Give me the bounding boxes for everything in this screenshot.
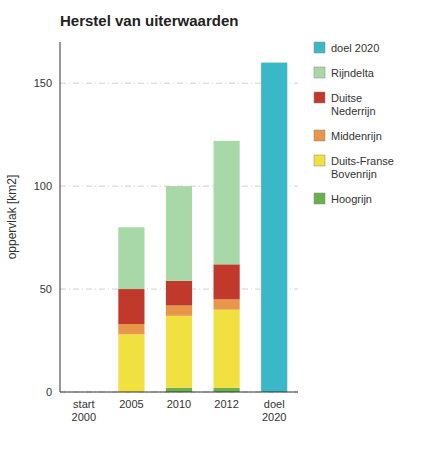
bar-segment: Duitse Nederrijn: 12 xyxy=(166,281,192,306)
bar-segment: Duitse Nederrijn: 17 xyxy=(118,289,144,324)
legend-entry: DuitseNederrijn xyxy=(331,92,376,117)
legend-entry: Middenrijn xyxy=(331,130,382,142)
bar-segment: Middenrijn: 5 xyxy=(118,324,144,334)
text-line: doel 2020 xyxy=(331,42,379,54)
bar-segment: Middenrijn: 5 xyxy=(214,299,240,309)
bar-segment: doel 2020: 0 xyxy=(214,140,240,141)
y-tick-label: 50 xyxy=(40,283,52,295)
y-axis-label: oppervlak [km2] xyxy=(5,175,19,260)
legend-entry: Hoogrijn xyxy=(331,193,372,205)
y-tick-label: 0 xyxy=(46,386,52,398)
text-line: 2005 xyxy=(119,398,143,410)
bar-segment: Hoogrijn: 2 xyxy=(166,388,192,392)
text-line: Hoogrijn xyxy=(331,193,372,205)
legend-swatch xyxy=(314,193,325,204)
text-line: Rijndelta xyxy=(331,67,375,79)
text-line: doel xyxy=(264,398,285,410)
legend-entry: Duits-FranseBovenrijn xyxy=(331,155,394,180)
title: Herstel van uiterwaarden xyxy=(60,12,238,29)
x-tick-label: 2012 xyxy=(214,398,238,410)
x-tick-label: start2000 xyxy=(72,398,96,423)
bars: Hoogrijn: 0Hoogrijn: 0Hoogrijn: 2Hoogrij… xyxy=(118,63,287,392)
x-tick-label: doel2020 xyxy=(262,398,286,423)
y-tick-label: 100 xyxy=(34,180,52,192)
text-line: Bovenrijn xyxy=(331,168,377,180)
bar-segment: Duits-Franse Bovenrijn: 28 xyxy=(118,334,144,392)
text-line: 2010 xyxy=(167,398,191,410)
y-tick-label: 150 xyxy=(34,77,52,89)
legend-swatch xyxy=(314,67,325,78)
bar-segment: Rijndelta: 30 xyxy=(118,227,144,289)
bar-segment: Middenrijn: 5 xyxy=(166,306,192,316)
legend-entry: doel 2020 xyxy=(331,42,379,54)
text-line: Middenrijn xyxy=(331,130,382,142)
bar-segment: Rijndelta: 46 xyxy=(166,186,192,281)
x-axis-line xyxy=(60,392,298,393)
bar-segment: Rijndelta: 60 xyxy=(214,141,240,265)
text-line: Duitse xyxy=(331,92,362,104)
legend-entry: Rijndelta xyxy=(331,67,375,79)
legend-swatch xyxy=(314,92,325,103)
bar-segment: Duits-Franse Bovenrijn: 38 xyxy=(214,310,240,388)
text-line: start xyxy=(73,398,94,410)
x-tick-label: 2010 xyxy=(167,398,191,410)
y-axis-line xyxy=(60,42,61,392)
text-line: 2020 xyxy=(262,411,286,423)
grid-line xyxy=(60,392,298,393)
chart: 0 50 100 150 Hoogrijn: 0Hoogrijn: 0Hoogrijn:… xyxy=(0,0,440,451)
legend-swatch xyxy=(314,130,325,141)
text-line: 2012 xyxy=(214,398,238,410)
bar-segment: Duitse Nederrijn: 17 xyxy=(214,264,240,299)
bar-segment: doel 2020: 0 xyxy=(166,186,192,187)
text-line: Duits-Franse xyxy=(331,155,394,167)
x-tick-label: 2005 xyxy=(119,398,143,410)
legend-swatch xyxy=(314,42,325,53)
legend: doel 2020 Rijndelta DuitseNederrijn Middenr… xyxy=(314,42,394,205)
bar-segment: doel 2020: 160 xyxy=(261,63,287,392)
bar-segment: Hoogrijn: 2 xyxy=(214,388,240,392)
text-line: Nederrijn xyxy=(331,105,376,117)
bar-segment: doel 2020: 0 xyxy=(118,227,144,228)
bar-segment: Duits-Franse Bovenrijn: 35 xyxy=(166,316,192,388)
legend-swatch xyxy=(314,155,325,166)
text-line: 2000 xyxy=(72,411,96,423)
